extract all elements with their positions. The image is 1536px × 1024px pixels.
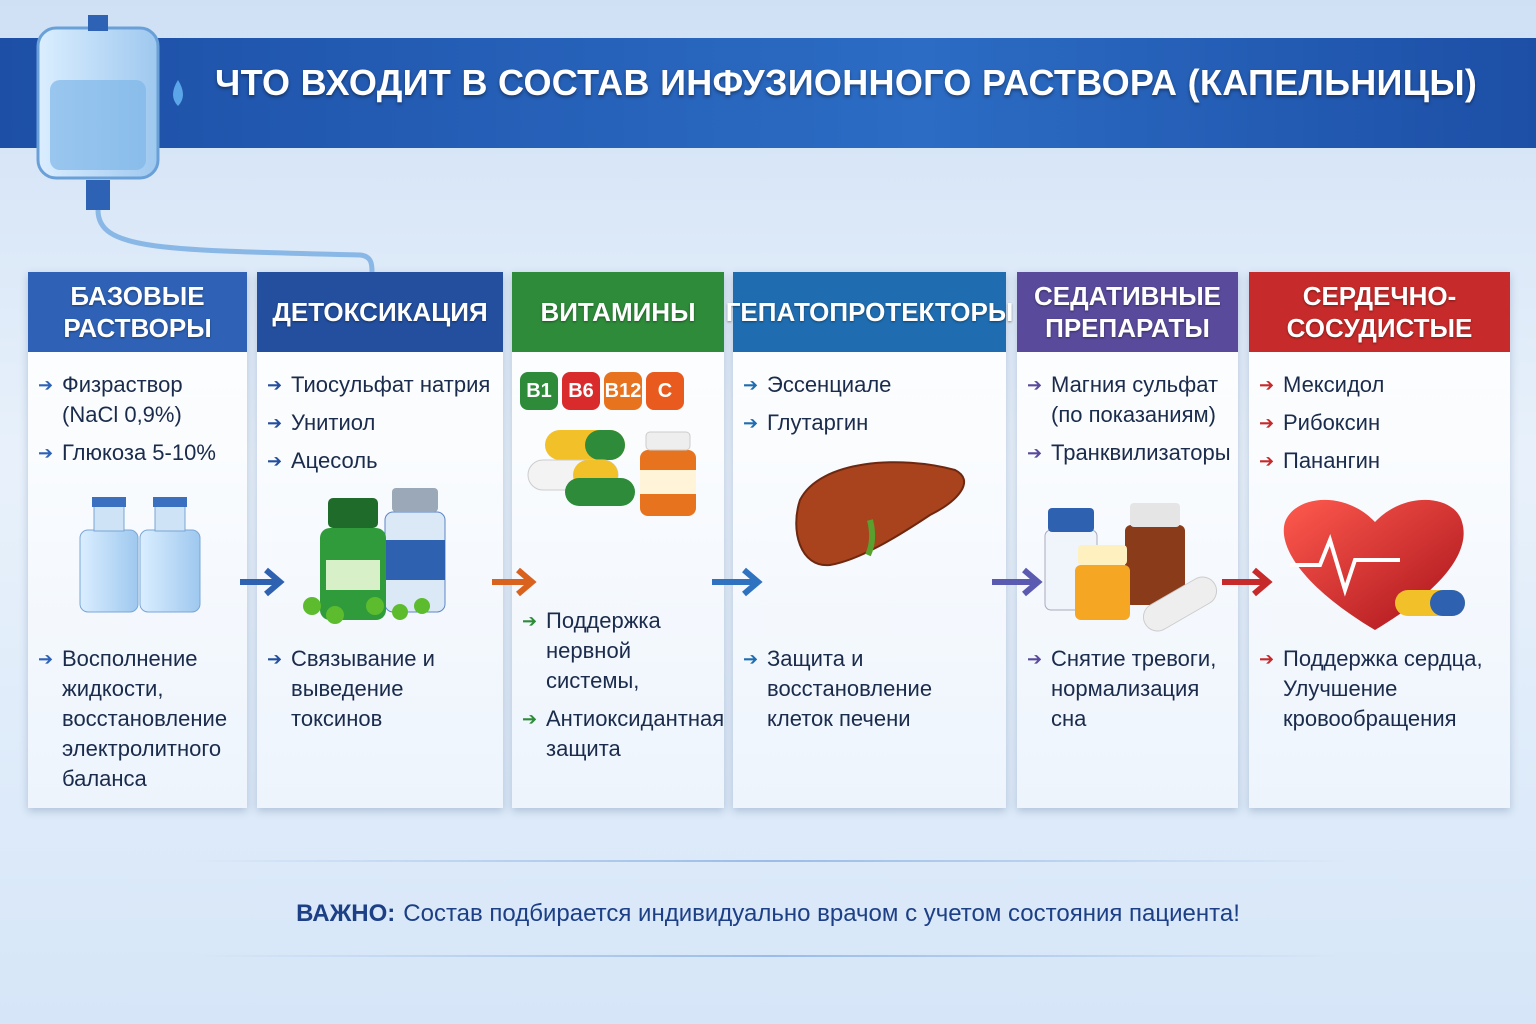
column-body: Эссенциале Глутаргин Защита и восстановлен… (733, 352, 1006, 808)
description: Связывание и выведение токсинов (267, 644, 495, 734)
column: ГЕПАТОПРОТЕКТОРЫ Эссенциале Глутаргин Защит… (726, 272, 1013, 808)
item-list: Тиосульфат натрия Унитиол Ацесоль (267, 370, 495, 484)
description-list: Защита и восстановление клеток печени (743, 644, 998, 742)
description: Поддержка сердца, Улучшение кровообращен… (1259, 644, 1502, 734)
column-header: СЕДАТИВНЫЕ ПРЕПАРАТЫ (1017, 272, 1238, 352)
description: Защита и восстановление клеток печени (743, 644, 998, 734)
item: Панангин (1259, 446, 1502, 476)
description: Поддержка нервной системы, (522, 606, 716, 696)
column-body: Физраствор (NaCl 0,9%) Глюкоза 5-10% Воспо… (28, 352, 247, 808)
item-list: Магния сульфат (по показаниям) Транквилиз… (1027, 370, 1231, 476)
column: ДЕТОКСИКАЦИЯ Тиосульфат натрия Унитиол Ацес… (257, 272, 503, 808)
vitamin-badge: B12 (604, 372, 642, 410)
column-body: Магния сульфат (по показаниям) Транквилиз… (1017, 352, 1238, 808)
column-header: ВИТАМИНЫ (512, 272, 724, 352)
item: Ацесоль (267, 446, 495, 476)
item: Тиосульфат натрия (267, 370, 495, 400)
column-header: ГЕПАТОПРОТЕКТОРЫ (726, 272, 1013, 352)
column: СЕДАТИВНЫЕ ПРЕПАРАТЫ Магния сульфат (по п… (1017, 272, 1238, 808)
rule (190, 860, 1350, 862)
item: Транквилизаторы (1027, 438, 1231, 468)
description-list: Поддержка сердца, Улучшение кровообращен… (1259, 644, 1502, 742)
note-label: ВАЖНО: (296, 900, 396, 927)
description-list: Связывание и выведение токсинов (267, 644, 495, 742)
item: Эссенциале (743, 370, 998, 400)
vitamin-badge: B6 (562, 372, 600, 410)
description-list: Снятие тревоги, нормализация сна (1027, 644, 1230, 742)
item: Глюкоза 5-10% (38, 438, 239, 468)
column: БАЗОВЫЕ РАСТВОРЫ Физраствор (NaCl 0,9%) Гл… (28, 272, 247, 808)
vitamin-badge: C (646, 372, 684, 410)
item: Мексидол (1259, 370, 1502, 400)
rule (190, 955, 1350, 957)
description: Антиоксидантная защита (522, 704, 724, 764)
column: СЕРДЕЧНО-СОСУДИСТЫЕ Мексидол Рибоксин Панан… (1249, 272, 1510, 808)
item-list: Эссенциале Глутаргин (743, 370, 998, 446)
item: Глутаргин (743, 408, 998, 438)
note-text: Состав подбирается индивидуально врачом … (403, 900, 1240, 927)
title-band (0, 38, 1536, 148)
column-header: СЕРДЕЧНО-СОСУДИСТЫЕ (1249, 272, 1510, 352)
item: Рибоксин (1259, 408, 1502, 438)
item: Физраствор (NaCl 0,9%) (38, 370, 239, 430)
description-list: Поддержка нервной системы, Антиоксидантна… (522, 606, 724, 772)
description: Снятие тревоги, нормализация сна (1027, 644, 1230, 734)
item: Унитиол (267, 408, 495, 438)
item: Магния сульфат (по показаниям) (1027, 370, 1230, 430)
vitamin-badge: B1 (520, 372, 558, 410)
column-body: Тиосульфат натрия Унитиол Ацесоль Связывани… (257, 352, 503, 808)
title: ЧТО ВХОДИТ В СОСТАВ ИНФУЗИОННОГО РАСТВОР… (215, 62, 1478, 103)
column-header: БАЗОВЫЕ РАСТВОРЫ (28, 272, 247, 352)
description-list: Восполнение жидкости, восстановление эле… (38, 644, 239, 802)
column-header: ДЕТОКСИКАЦИЯ (257, 272, 503, 352)
item-list: Мексидол Рибоксин Панангин (1259, 370, 1502, 484)
item-list: Физраствор (NaCl 0,9%) Глюкоза 5-10% (38, 370, 239, 476)
badges: B1 B6 B12 C (520, 372, 684, 410)
column-body: Мексидол Рибоксин Панангин Поддержка сердца… (1249, 352, 1510, 808)
note: ВАЖНО: Состав подбирается индивидуально в… (0, 900, 1536, 928)
description: Восполнение жидкости, восстановление эле… (38, 644, 239, 794)
